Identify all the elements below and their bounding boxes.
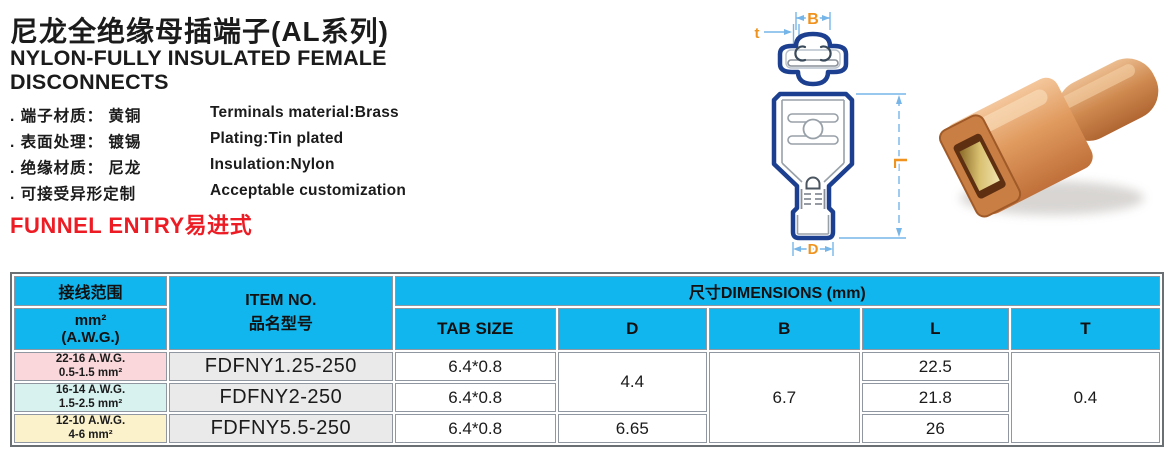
d-arrow-right — [825, 246, 833, 252]
table-row: 12-10 A.W.G. 4-6 mm² FDFNY5.5-250 6.4*0.… — [14, 414, 1160, 443]
header-wire-range-units: mm² (A.W.G.) — [14, 308, 168, 350]
funnel-entry-note: FUNNEL ENTRY易进式 — [10, 213, 253, 238]
terminal-photo-shape — [938, 58, 1159, 218]
header-item-no-line1: ITEM NO. — [245, 292, 317, 309]
funnel-keyhole-detail — [805, 176, 821, 190]
header-b: B — [708, 308, 860, 350]
l-arrow-top — [896, 95, 902, 104]
tab-size-cell: 6.4*0.8 — [394, 414, 556, 443]
wire-range-cell: 16-14 A.W.G. 1.5-2.5 mm² — [14, 383, 168, 412]
l-arrow-bottom — [896, 228, 902, 237]
spec-row-customization: . 可接受异形定制 Acceptable customization — [10, 179, 430, 205]
d-value-cell: 4.4 — [557, 352, 707, 412]
cross-section-view: B t — [753, 9, 849, 87]
header-item-no-line2: 品名型号 — [248, 316, 313, 333]
table-row: 16-14 A.W.G. 1.5-2.5 mm² FDFNY2-250 6.4*… — [14, 383, 1160, 412]
page-title-english-line1: NYLON-FULLY INSULATED FEMALE — [10, 46, 387, 70]
spec-row-insulation: . 绝缘材质： 尼龙 Insulation:Nylon — [10, 153, 430, 179]
material-spec-list: . 端子材质： 黄铜 Terminals material:Brass . 表面… — [10, 101, 430, 205]
b-dimension-label: B — [807, 11, 819, 28]
wire-range-cell: 22-16 A.W.G. 0.5-1.5 mm² — [14, 352, 168, 381]
t-dimension — [764, 24, 800, 44]
spec-table-wrap: 接线范围 ITEM NO. 品名型号 尺寸DIMENSIONS (mm) mm²… — [10, 272, 1164, 447]
spec-row-plating: . 表面处理： 镀锡 Plating:Tin plated — [10, 127, 430, 153]
mm2-range: 4-6 mm² — [68, 428, 113, 441]
d-value-cell: 6.65 — [557, 414, 707, 443]
tab-size-cell: 6.4*0.8 — [394, 383, 556, 412]
header-wire-range: 接线范围 — [14, 276, 168, 306]
t-arrow — [784, 29, 792, 35]
photo-wire-sleeve — [1057, 58, 1159, 141]
b-arrow-right — [822, 15, 830, 21]
wire-range-cell: 12-10 A.W.G. 4-6 mm² — [14, 414, 168, 443]
b-value-cell: 6.7 — [708, 352, 860, 443]
header-dimensions: 尺寸DIMENSIONS (mm) — [394, 276, 1160, 306]
terminal-body-outline — [771, 91, 855, 241]
l-value-cell: 21.8 — [861, 383, 1009, 412]
l-value-cell: 26 — [861, 414, 1009, 443]
spec-zh: . 端子材质： 黄铜 — [10, 108, 142, 125]
d-arrow-left — [793, 246, 801, 252]
header-item-no: ITEM NO. 品名型号 — [169, 276, 393, 350]
item-no-cell: FDFNY2-250 — [169, 383, 393, 412]
header-t: T — [1010, 308, 1160, 350]
cross-section-outline — [777, 31, 849, 87]
d-dimension-label: D — [808, 241, 819, 258]
front-view: L D — [771, 91, 913, 258]
terminal-product-photo — [938, 58, 1159, 218]
t-value-cell: 0.4 — [1010, 352, 1160, 443]
spec-row-terminal-material: . 端子材质： 黄铜 Terminals material:Brass — [10, 101, 430, 127]
spec-zh: . 可接受异形定制 — [10, 186, 137, 203]
l-dimension — [839, 93, 906, 239]
bell-mouth-inner-lines — [796, 215, 830, 235]
header-awg: (A.W.G.) — [61, 329, 120, 346]
page-title-chinese: 尼龙全绝缘母插端子(AL系列) — [10, 16, 389, 47]
spec-en: Acceptable customization — [210, 182, 407, 199]
photo-sleeve-highlight — [1060, 64, 1135, 109]
inspection-hole — [802, 118, 824, 140]
spec-zh: . 表面处理： 镀锡 — [10, 134, 142, 151]
tab-size-cell: 6.4*0.8 — [394, 352, 556, 381]
mm2-range: 1.5-2.5 mm² — [58, 397, 123, 410]
spec-en: Plating:Tin plated — [210, 130, 344, 147]
section-inner-wall — [785, 49, 841, 69]
mm2-range: 0.5-1.5 mm² — [58, 366, 123, 379]
awg-range: 12-10 A.W.G. — [55, 415, 126, 427]
terminal-technical-drawing: B t — [753, 9, 913, 259]
page-title-english-line2: DISCONNECTS — [10, 70, 169, 94]
crimp-serrations — [800, 189, 826, 209]
header-tab-size: TAB SIZE — [394, 308, 556, 350]
t-dimension-label: t — [755, 25, 760, 42]
awg-range: 22-16 A.W.G. — [55, 353, 126, 365]
header-d: D — [557, 308, 707, 350]
spec-zh: . 绝缘材质： 尼龙 — [10, 160, 142, 177]
spec-en: Terminals material:Brass — [210, 104, 399, 121]
item-no-cell: FDFNY5.5-250 — [169, 414, 393, 443]
l-dimension-label: L — [890, 158, 910, 169]
section-left-spring-hook — [794, 45, 807, 62]
photo-brass-contact — [959, 141, 1000, 191]
spec-en: Insulation:Nylon — [210, 156, 335, 173]
l-value-cell: 22.5 — [861, 352, 1009, 381]
header-mm2: mm² — [74, 312, 107, 329]
item-no-cell: FDFNY1.25-250 — [169, 352, 393, 381]
header-l: L — [861, 308, 1009, 350]
page-title-english: NYLON-FULLY INSULATED FEMALE DISCONNECTS — [10, 46, 387, 94]
spec-table: 接线范围 ITEM NO. 品名型号 尺寸DIMENSIONS (mm) mm²… — [10, 272, 1164, 447]
table-row: 22-16 A.W.G. 0.5-1.5 mm² FDFNY1.25-250 6… — [14, 352, 1160, 443]
awg-range: 16-14 A.W.G. — [55, 384, 126, 396]
section-right-spring-hook — [819, 45, 832, 62]
b-arrow-left — [796, 15, 804, 21]
section-base-plate — [787, 59, 839, 67]
